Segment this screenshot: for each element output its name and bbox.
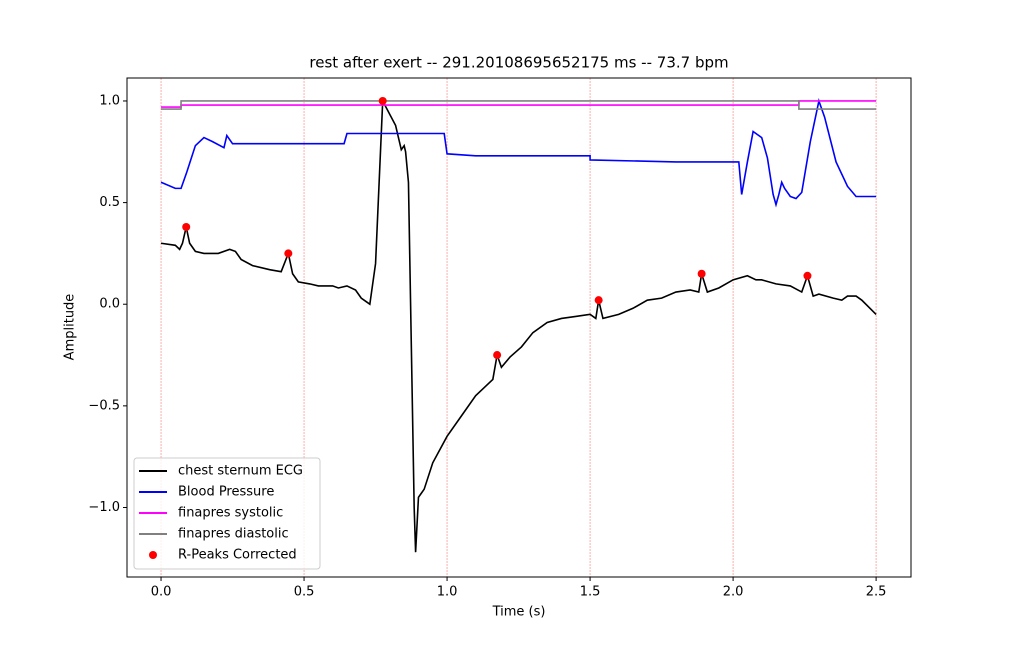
r-peak — [594, 296, 603, 305]
series-line — [161, 100, 877, 110]
plot-frame — [126, 77, 912, 578]
y-tick-label: −1.0 — [88, 500, 120, 515]
y-tick-label: −0.5 — [88, 398, 120, 413]
legend-label: R-Peaks Corrected — [178, 548, 297, 563]
r-peak — [493, 351, 502, 360]
legend-label: finapres diastolic — [178, 527, 289, 542]
series-line — [160, 98, 877, 208]
legend-marker — [149, 551, 157, 559]
x-axis-label: Time (s) — [492, 605, 546, 620]
r-peak — [182, 222, 191, 231]
y-tick-label: 1.0 — [99, 93, 120, 108]
y-tick-label: 0.5 — [99, 195, 120, 210]
legend-label: chest sternum ECG — [178, 464, 303, 479]
r-peak — [803, 271, 812, 280]
y-tick-label: 0.0 — [99, 297, 120, 312]
x-tick-label: 1.5 — [580, 585, 601, 600]
r-peak — [284, 249, 293, 258]
legend-label: finapres systolic — [178, 506, 283, 521]
x-tick-label: 1.0 — [437, 585, 458, 600]
x-tick-label: 0.5 — [294, 585, 315, 600]
series-line — [160, 97, 877, 553]
legend-label: Blood Pressure — [178, 485, 274, 500]
x-tick-label: 0.0 — [151, 585, 172, 600]
x-tick-label: 2.0 — [723, 585, 744, 600]
legend-box — [133, 457, 321, 570]
chart-title: rest after exert -- 291.20108695652175 m… — [309, 54, 728, 72]
series-line — [161, 100, 877, 108]
r-peak — [697, 269, 706, 278]
x-tick-label: 2.5 — [866, 585, 887, 600]
r-peak — [378, 96, 387, 105]
y-axis-label: Amplitude — [63, 294, 78, 361]
